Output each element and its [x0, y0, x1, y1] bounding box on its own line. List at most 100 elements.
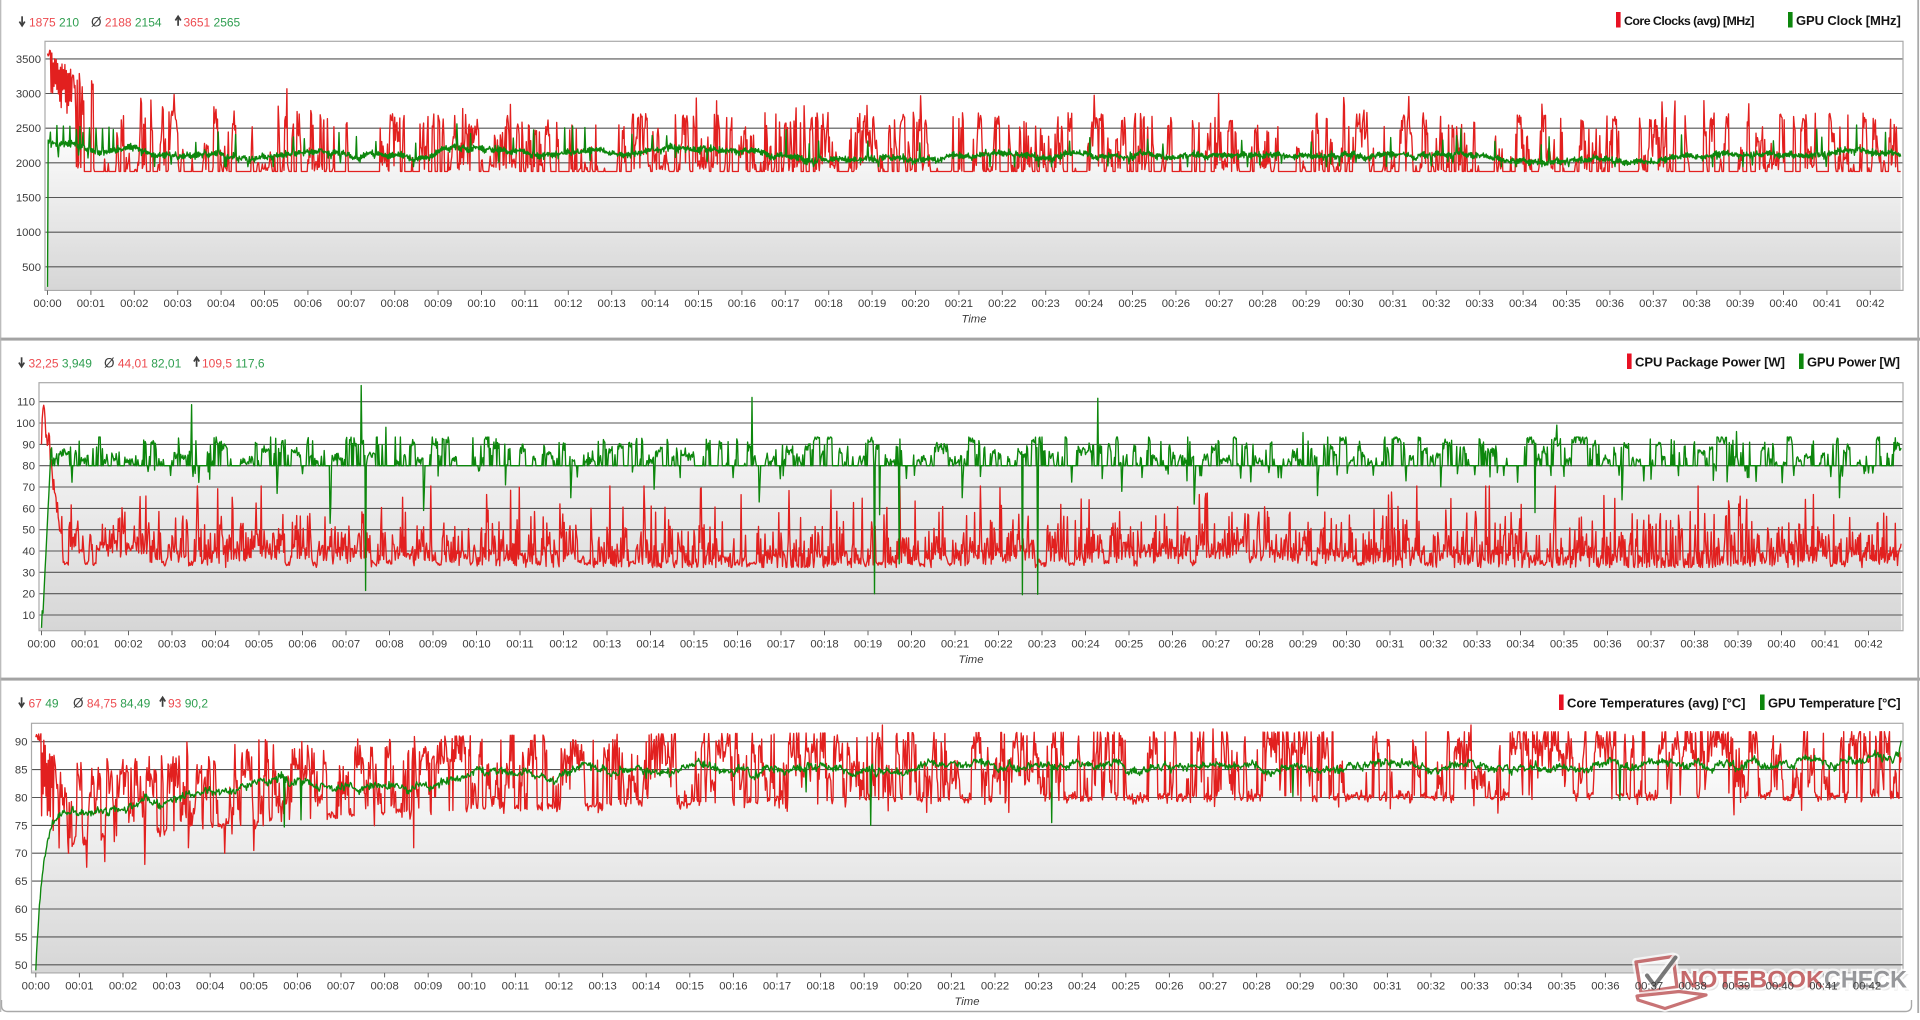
- svg-text:00:42: 00:42: [1856, 298, 1884, 310]
- svg-text:00:24: 00:24: [1071, 639, 1099, 651]
- svg-text:00:39: 00:39: [1726, 298, 1754, 310]
- svg-text:109,5 117,6: 109,5 117,6: [202, 356, 265, 370]
- svg-text:00:14: 00:14: [632, 981, 660, 993]
- svg-text:80: 80: [22, 461, 35, 473]
- svg-text:00:04: 00:04: [196, 981, 224, 993]
- svg-text:3500: 3500: [16, 54, 41, 66]
- svg-text:60: 60: [15, 904, 28, 916]
- svg-text:00:31: 00:31: [1376, 639, 1404, 651]
- svg-text:00:29: 00:29: [1292, 298, 1320, 310]
- svg-text:00:40: 00:40: [1766, 981, 1794, 993]
- svg-text:75: 75: [15, 820, 28, 832]
- svg-text:00:23: 00:23: [1032, 298, 1060, 310]
- svg-text:00:39: 00:39: [1722, 981, 1750, 993]
- svg-text:00:23: 00:23: [1028, 639, 1056, 651]
- svg-text:00:00: 00:00: [27, 639, 55, 651]
- svg-text:00:33: 00:33: [1460, 981, 1488, 993]
- svg-text:00:21: 00:21: [937, 981, 965, 993]
- svg-text:00:28: 00:28: [1245, 639, 1273, 651]
- svg-text:00:15: 00:15: [680, 639, 708, 651]
- svg-text:67 49: 67 49: [29, 696, 59, 710]
- svg-text:00:29: 00:29: [1286, 981, 1314, 993]
- svg-text:00:19: 00:19: [850, 981, 878, 993]
- svg-text:00:23: 00:23: [1024, 981, 1052, 993]
- svg-text:00:26: 00:26: [1158, 639, 1186, 651]
- svg-text:00:04: 00:04: [201, 639, 229, 651]
- svg-text:CHECK: CHECK: [1824, 967, 1907, 994]
- svg-text:00:27: 00:27: [1199, 981, 1227, 993]
- svg-text:00:34: 00:34: [1504, 981, 1532, 993]
- svg-text:00:10: 00:10: [467, 298, 495, 310]
- svg-text:00:19: 00:19: [858, 298, 886, 310]
- svg-text:00:21: 00:21: [945, 298, 973, 310]
- svg-text:00:42: 00:42: [1854, 639, 1882, 651]
- svg-text:50: 50: [15, 960, 28, 972]
- svg-text:00:34: 00:34: [1509, 298, 1537, 310]
- svg-text:NOTEBOOK: NOTEBOOK: [1683, 970, 1827, 997]
- svg-text:00:30: 00:30: [1335, 298, 1363, 310]
- svg-text:00:08: 00:08: [381, 298, 409, 310]
- svg-text:00:38: 00:38: [1680, 639, 1708, 651]
- svg-text:40: 40: [22, 546, 35, 558]
- svg-text:00:38: 00:38: [1678, 981, 1706, 993]
- svg-text:00:21: 00:21: [941, 639, 969, 651]
- svg-text:00:10: 00:10: [458, 981, 486, 993]
- svg-text:00:36: 00:36: [1596, 298, 1624, 310]
- svg-text:10: 10: [22, 610, 35, 622]
- svg-text:00:40: 00:40: [1769, 298, 1797, 310]
- svg-text:Time: Time: [954, 996, 979, 1008]
- svg-text:00:22: 00:22: [984, 639, 1012, 651]
- svg-text:00:41: 00:41: [1811, 639, 1839, 651]
- svg-text:00:16: 00:16: [728, 298, 756, 310]
- svg-text:2500: 2500: [16, 123, 41, 135]
- svg-text:00:15: 00:15: [676, 981, 704, 993]
- svg-text:00:05: 00:05: [245, 639, 273, 651]
- svg-text:110: 110: [17, 397, 35, 409]
- svg-text:00:37: 00:37: [1635, 981, 1663, 993]
- svg-text:00:42: 00:42: [1853, 981, 1881, 993]
- svg-text:00:13: 00:13: [588, 981, 616, 993]
- svg-text:00:20: 00:20: [897, 639, 925, 651]
- svg-text:00:02: 00:02: [120, 298, 148, 310]
- svg-text:00:28: 00:28: [1249, 298, 1277, 310]
- svg-text:00:07: 00:07: [332, 639, 360, 651]
- svg-text:00:34: 00:34: [1506, 639, 1534, 651]
- svg-text:00:35: 00:35: [1548, 981, 1576, 993]
- svg-text:00:07: 00:07: [337, 298, 365, 310]
- svg-text:00:30: 00:30: [1330, 981, 1358, 993]
- svg-text:00:07: 00:07: [327, 981, 355, 993]
- svg-text:00:36: 00:36: [1593, 639, 1621, 651]
- svg-text:50: 50: [22, 525, 35, 537]
- svg-text:00:14: 00:14: [641, 298, 669, 310]
- svg-text:90: 90: [22, 439, 35, 451]
- svg-text:1000: 1000: [16, 227, 41, 239]
- svg-text:00:18: 00:18: [815, 298, 843, 310]
- svg-text:90: 90: [15, 737, 28, 749]
- svg-text:30: 30: [22, 567, 35, 579]
- svg-text:00:12: 00:12: [545, 981, 573, 993]
- svg-text:00:11: 00:11: [511, 298, 538, 310]
- svg-text:20: 20: [22, 589, 35, 601]
- svg-text:00:39: 00:39: [1724, 639, 1752, 651]
- svg-text:70: 70: [15, 848, 28, 860]
- svg-text:00:01: 00:01: [77, 298, 105, 310]
- svg-text:00:24: 00:24: [1075, 298, 1103, 310]
- svg-text:Time: Time: [958, 654, 983, 666]
- svg-text:00:17: 00:17: [763, 981, 791, 993]
- svg-text:00:33: 00:33: [1463, 639, 1491, 651]
- svg-text:00:02: 00:02: [114, 639, 142, 651]
- svg-text:00:11: 00:11: [506, 639, 533, 651]
- svg-text:Ø 44,01 82,01: Ø 44,01 82,01: [104, 355, 182, 370]
- svg-text:00:08: 00:08: [375, 639, 403, 651]
- svg-text:70: 70: [22, 482, 35, 494]
- svg-text:Core Temperatures (avg) [°C]: Core Temperatures (avg) [°C]: [1567, 695, 1745, 710]
- svg-text:00:25: 00:25: [1118, 298, 1146, 310]
- svg-text:00:32: 00:32: [1417, 981, 1445, 993]
- svg-text:00:32: 00:32: [1422, 298, 1450, 310]
- svg-text:00:14: 00:14: [636, 639, 664, 651]
- svg-text:00:15: 00:15: [684, 298, 712, 310]
- svg-text:00:35: 00:35: [1550, 639, 1578, 651]
- svg-text:00:31: 00:31: [1373, 981, 1401, 993]
- svg-text:00:20: 00:20: [901, 298, 929, 310]
- svg-text:93 90,2: 93 90,2: [168, 696, 208, 710]
